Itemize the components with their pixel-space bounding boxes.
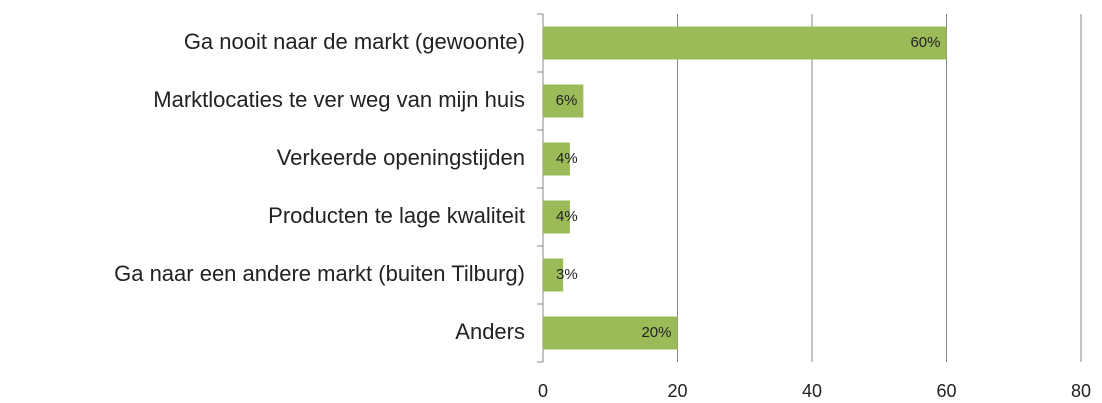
x-tick-label: 20 [667, 381, 687, 401]
data-label: 3% [556, 266, 578, 283]
x-tick-label: 80 [1071, 381, 1091, 401]
bar [543, 84, 584, 118]
bar [543, 26, 947, 60]
y-tick-label: Ga nooit naar de markt (gewoonte) [184, 29, 525, 54]
y-tick-label: Anders [455, 319, 525, 344]
data-label: 60% [910, 34, 940, 51]
y-tick-label: Verkeerde openingstijden [277, 145, 525, 170]
data-label: 4% [556, 150, 578, 167]
y-tick-label: Ga naar een andere markt (buiten Tilburg… [114, 261, 525, 286]
bar [543, 258, 564, 292]
bar [543, 142, 570, 176]
data-label: 4% [556, 208, 578, 225]
y-tick-label: Producten te lage kwaliteit [268, 203, 525, 228]
x-tick-label: 0 [538, 381, 548, 401]
y-tick-label: Marktlocaties te ver weg van mijn huis [153, 87, 525, 112]
data-label: 20% [641, 324, 671, 341]
x-tick-label: 40 [802, 381, 822, 401]
bar [543, 316, 678, 350]
data-label: 6% [556, 92, 578, 109]
x-tick-label: 60 [936, 381, 956, 401]
bar [543, 200, 570, 234]
